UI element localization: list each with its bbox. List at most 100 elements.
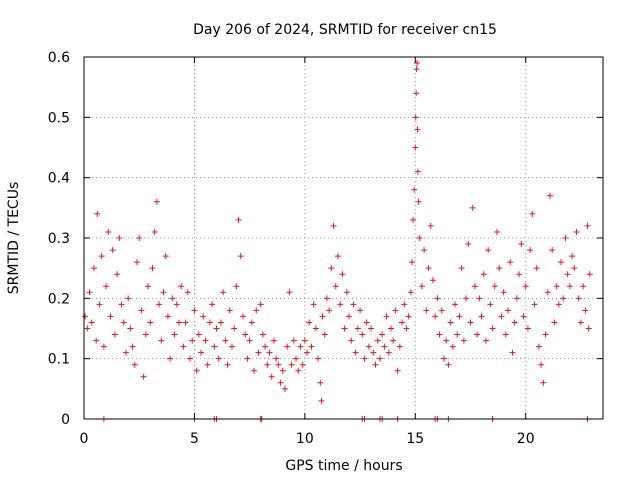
data-point xyxy=(310,301,317,308)
x-tick-label: 15 xyxy=(406,431,424,447)
data-point xyxy=(244,355,251,362)
data-point xyxy=(268,373,275,380)
data-point xyxy=(585,325,592,332)
data-point xyxy=(408,259,415,266)
data-point xyxy=(306,319,313,326)
data-point xyxy=(330,222,337,229)
data-point xyxy=(173,301,180,308)
data-point xyxy=(416,235,423,241)
data-point xyxy=(122,349,129,356)
data-point xyxy=(414,60,421,67)
data-point xyxy=(535,343,542,350)
data-point xyxy=(571,265,578,272)
data-point xyxy=(549,247,556,254)
data-point xyxy=(505,307,512,314)
data-point xyxy=(394,367,401,374)
data-point xyxy=(507,259,514,266)
data-point xyxy=(266,349,273,356)
data-point xyxy=(413,90,420,97)
data-point xyxy=(167,355,174,362)
data-point xyxy=(471,283,478,290)
data-point xyxy=(566,283,573,290)
y-tick-label: 0 xyxy=(61,412,70,428)
data-point xyxy=(516,271,523,278)
data-point xyxy=(162,253,169,260)
data-point xyxy=(178,283,185,290)
data-point xyxy=(575,295,582,302)
data-point xyxy=(114,271,121,278)
data-point xyxy=(544,289,551,296)
data-point xyxy=(295,367,302,374)
data-point xyxy=(288,361,295,368)
data-point xyxy=(187,355,194,362)
x-tick-label: 20 xyxy=(517,431,535,447)
data-point xyxy=(182,319,189,326)
data-point xyxy=(277,379,284,386)
data-point xyxy=(522,283,529,290)
data-point xyxy=(134,259,141,266)
data-point xyxy=(180,343,187,350)
data-point xyxy=(533,265,540,272)
data-point xyxy=(235,216,242,223)
data-point xyxy=(413,66,420,73)
data-point xyxy=(415,198,422,205)
y-axis-title: SRMTID / TECUs xyxy=(6,182,22,295)
data-point xyxy=(94,210,101,217)
data-point xyxy=(273,355,280,362)
y-axis-tick-labels: 0 0.1 0.2 0.3 0.4 0.5 0.6 xyxy=(48,50,70,428)
data-point xyxy=(107,313,114,320)
data-point xyxy=(315,355,322,362)
data-point xyxy=(399,319,406,326)
data-point xyxy=(233,283,240,290)
x-tick-label: 10 xyxy=(296,431,314,447)
data-point xyxy=(560,295,567,302)
data-point xyxy=(328,265,335,272)
grid-lines xyxy=(84,57,603,419)
data-point xyxy=(542,331,549,338)
data-point xyxy=(211,343,218,350)
data-point xyxy=(142,331,149,338)
data-point xyxy=(346,313,353,320)
data-point xyxy=(376,355,383,362)
data-point xyxy=(551,319,558,326)
data-point xyxy=(193,367,200,374)
data-point xyxy=(257,301,264,308)
data-point xyxy=(456,313,463,320)
data-point xyxy=(434,295,441,302)
data-point xyxy=(584,222,591,229)
data-point xyxy=(103,283,110,290)
data-point xyxy=(432,313,439,320)
data-point xyxy=(379,331,386,338)
data-point xyxy=(469,204,476,211)
data-point xyxy=(118,301,125,308)
data-point xyxy=(465,241,472,248)
data-point xyxy=(458,265,465,272)
data-point xyxy=(284,343,291,350)
data-point xyxy=(317,379,324,386)
data-point xyxy=(82,313,89,320)
data-point xyxy=(493,228,500,235)
data-point xyxy=(390,337,397,344)
data-point xyxy=(202,337,209,344)
data-point xyxy=(460,337,467,344)
data-point xyxy=(251,367,258,374)
data-point xyxy=(553,283,560,290)
data-point xyxy=(383,313,390,320)
data-point xyxy=(200,313,207,320)
data-point xyxy=(116,235,123,241)
data-point xyxy=(129,343,136,350)
data-point xyxy=(120,319,127,326)
data-point xyxy=(487,301,494,308)
plot-frame xyxy=(83,56,604,420)
x-axis-tick-labels: 0 5 10 15 20 xyxy=(80,431,535,447)
data-point xyxy=(410,216,417,223)
data-point xyxy=(396,343,403,350)
data-point xyxy=(304,349,311,356)
data-point xyxy=(482,337,489,344)
data-point xyxy=(370,349,377,356)
data-point xyxy=(365,343,372,350)
data-point xyxy=(213,325,220,332)
data-point xyxy=(350,301,357,308)
data-point xyxy=(237,253,244,260)
